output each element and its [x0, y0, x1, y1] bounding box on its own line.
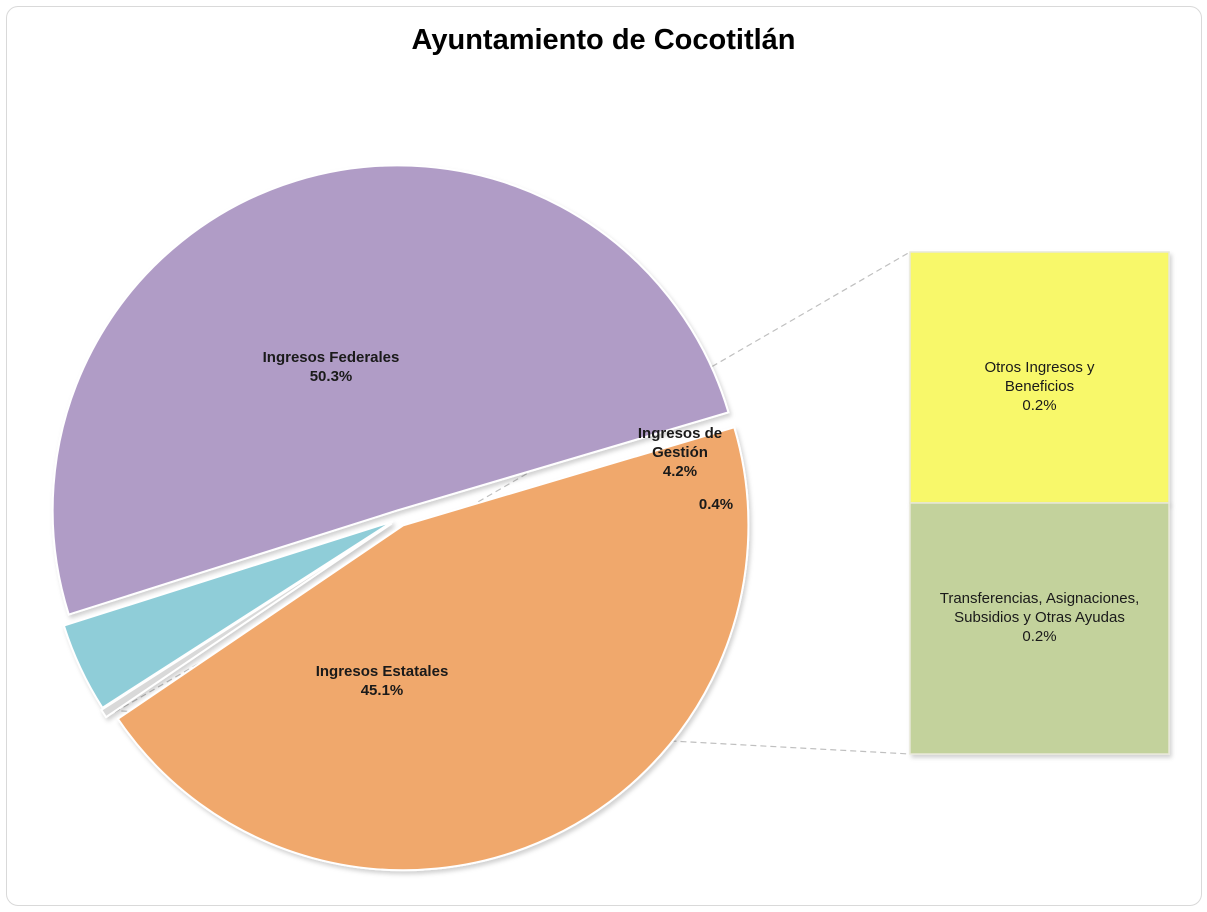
slice-label-1: Ingresos Federales 50.3%: [263, 349, 400, 385]
breakdown-bar-segment-2: [909, 502, 1170, 755]
pie-slice-2: [62, 520, 394, 710]
pie-slice-3: [99, 522, 393, 719]
breakdown-label-2: Transferencias, Asignaciones, Subsidios y…: [940, 590, 1140, 645]
slice-label-3: 0.4%: [699, 496, 733, 513]
slice-label-4: Ingresos Estatales 45.1%: [316, 663, 449, 699]
breakdown-label-1: Otros Ingresos y Beneficios 0.2%: [984, 359, 1095, 414]
pie-slice-1: [51, 164, 730, 616]
pie-slice-4: [116, 426, 750, 872]
slice-label-2: Ingresos de Gestión 4.2%: [638, 425, 722, 480]
breakdown-bar-segment-1: [909, 251, 1170, 504]
chart-title: Ayuntamiento de Cocotitlán: [411, 24, 796, 56]
